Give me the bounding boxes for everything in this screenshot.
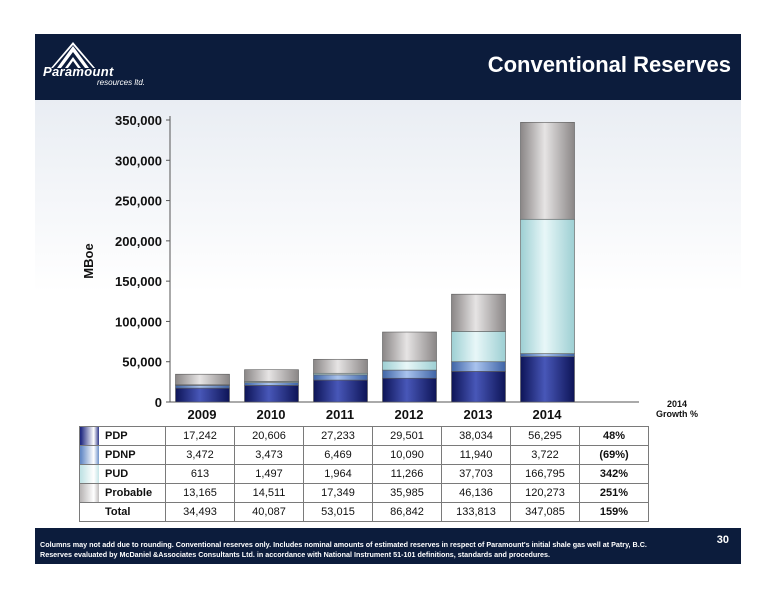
year-label: 2009 [187,407,217,422]
table-cell: 14,511 [234,483,304,503]
bar-segment-pdnp-2014 [520,353,575,357]
table-cell: 613 [165,464,235,484]
table-cell: 29,501 [372,426,442,446]
reserves-chart: 0 50,000 100,000 150,000 200,000 250,000 300,0… [81,113,639,410]
y-tick-label: 100,000 [115,314,162,329]
y-tick-label: 350,000 [115,113,162,128]
bar-segment-probable-2013 [451,293,506,332]
bar-segment-pdp-2014 [520,356,575,403]
table-cell: 1,497 [234,464,304,484]
y-tick-label: 50,000 [122,355,162,370]
table-cell: 3,473 [234,445,304,465]
growth-header-year: 2014 [666,399,688,409]
series-label: Total [99,502,166,522]
bar-segment-pud-2013 [451,331,506,363]
bar-segment-pdp-2010 [244,385,299,403]
y-tick-label: 250,000 [115,194,162,209]
bar-segment-probable-2014 [520,122,575,220]
table-cell: 35,985 [372,483,442,503]
footnote: Columns may not add due to rounding. Con… [40,540,647,559]
table-cell: 40,087 [234,502,304,522]
table-cell: 133,813 [441,502,511,522]
slide-title: Conventional Reserves [487,52,731,77]
table-cell: 38,034 [441,426,511,446]
table-cell: 13,165 [165,483,235,503]
table-cell: 37,703 [441,464,511,484]
bar-segment-probable-2011 [313,358,368,374]
series-label: Probable [99,483,166,503]
bar-segment-pud-2014 [520,218,575,354]
growth-cell: 342% [579,464,649,484]
table-cell: 56,295 [510,426,580,446]
growth-header-label: Growth % [656,409,698,419]
bar-segment-pdnp-2010 [244,382,299,386]
bar-segment-pdnp-2009 [175,385,230,389]
table-cell: 17,242 [165,426,235,446]
year-label: 2010 [256,407,286,422]
series-label: PDNP [99,445,166,465]
table-cell: 34,493 [165,502,235,522]
bar-segment-pdp-2009 [175,387,230,403]
y-tick-label: 300,000 [115,153,162,168]
series-swatch [79,483,99,503]
table-cell: 1,964 [303,464,373,484]
table-cell: 120,273 [510,483,580,503]
slide-header: Paramount resources ltd. Conventional Re… [35,34,741,100]
growth-cell: (69%) [579,445,649,465]
table-row: PDNP 3,472 3,473 6,469 10,090 11,940 3,722 (69%… [79,445,649,465]
table-cell: 6,469 [303,445,373,465]
reserves-table: PDP 17,242 20,606 27,233 29,501 38,034 56,295 4… [79,426,649,522]
table-row: Total 34,493 40,087 53,015 86,842 133,813 347,… [79,502,649,522]
page-number: 30 [716,534,729,546]
table-cell: 3,472 [165,445,235,465]
logo-name: Paramount [43,64,114,79]
logo-subtitle: resources ltd. [97,78,146,87]
series-swatch [79,502,99,522]
paramount-logo-icon [51,42,95,68]
bar-segment-pdp-2011 [313,379,368,403]
table-cell: 46,136 [441,483,511,503]
table-row: PDP 17,242 20,606 27,233 29,501 38,034 56,295 4… [79,426,649,446]
table-cell: 27,233 [303,426,373,446]
table-row: Probable 13,165 14,511 17,349 35,985 46,136 12… [79,483,649,503]
table-cell: 20,606 [234,426,304,446]
y-tick-label: 200,000 [115,234,162,249]
table-cell: 11,266 [372,464,442,484]
year-label: 2014 [532,407,562,422]
y-tick-label: 0 [155,395,162,410]
series-label: PUD [99,464,166,484]
table-cell: 17,349 [303,483,373,503]
bar-segment-probable-2012 [382,331,437,362]
bar-segment-pud-2012 [382,360,437,371]
bar-segment-pdnp-2011 [313,374,368,381]
year-label: 2013 [463,407,493,422]
table-cell: 11,940 [441,445,511,465]
table-cell: 53,015 [303,502,373,522]
bar-segment-probable-2010 [244,369,299,382]
table-cell: 166,795 [510,464,580,484]
growth-header: 2014 Growth % [637,399,717,419]
growth-cell: 159% [579,502,649,522]
table-row: PUD 613 1,497 1,964 11,266 37,703 166,795 342% [79,464,649,484]
series-swatch [79,445,99,465]
table-cell: 86,842 [372,502,442,522]
bar-segment-probable-2009 [175,373,230,386]
growth-cell: 251% [579,483,649,503]
table-cell: 347,085 [510,502,580,522]
y-tick-label: 150,000 [115,274,162,289]
slide-footer: Columns may not add due to rounding. Con… [35,528,741,564]
series-label: PDP [99,426,166,446]
series-swatch [79,464,99,484]
bar-segment-pdnp-2012 [382,369,437,379]
bar-segment-pdp-2012 [382,377,437,403]
year-label: 2012 [394,407,424,422]
y-axis-label: MBoe [81,243,96,278]
bar-segment-pdnp-2013 [451,361,506,372]
bar-segment-pdp-2013 [451,371,506,403]
table-cell: 10,090 [372,445,442,465]
year-label: 2011 [325,407,355,422]
growth-cell: 48% [579,426,649,446]
series-swatch [79,426,99,446]
table-cell: 3,722 [510,445,580,465]
